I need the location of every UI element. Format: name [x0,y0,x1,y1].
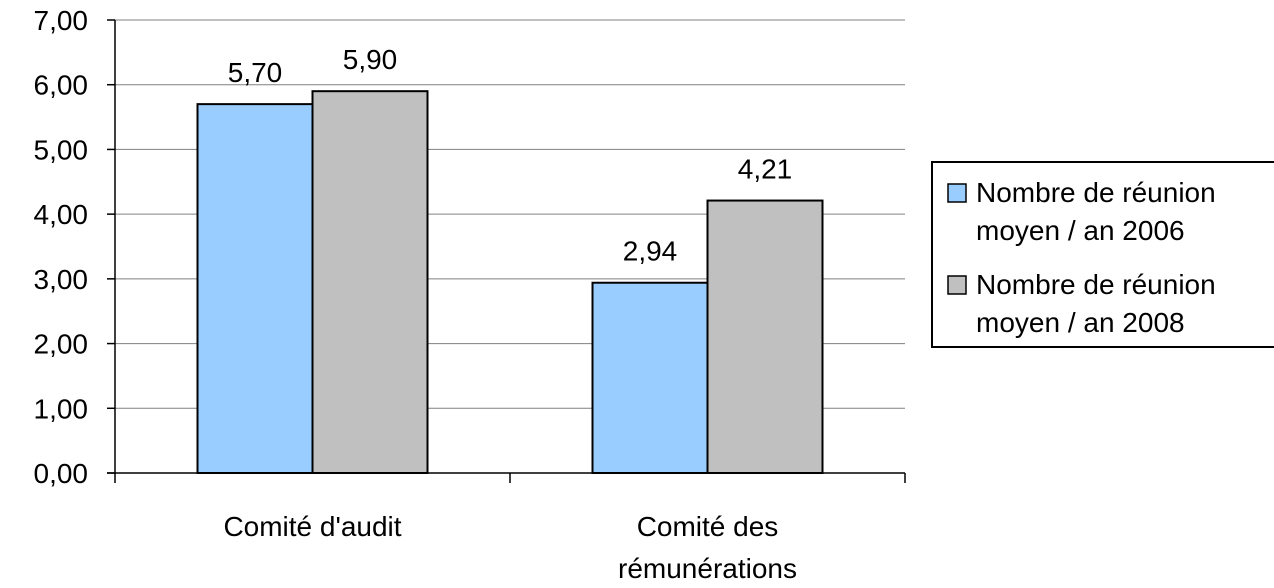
bar [311,90,429,475]
legend-swatch [947,275,967,295]
y-tick-label: 5,00 [34,134,89,165]
category-label: rémunérations [618,553,797,584]
legend-label: moyen / an 2008 [976,307,1185,338]
legend-swatch [947,183,967,203]
category-label: Comité des [637,511,779,542]
y-tick-label: 0,00 [34,458,89,489]
legend-label: Nombre de réunion [976,177,1216,208]
y-tick-label: 2,00 [34,329,89,360]
data-label: 5,70 [228,57,283,88]
bars [196,90,824,475]
data-label: 4,21 [738,154,793,185]
y-tick-label: 6,00 [34,70,89,101]
y-axis-ticks: 0,00 1,00 2,00 3,00 4,00 5,00 6,00 7,00 [34,5,115,489]
data-label: 5,90 [343,44,398,75]
data-label: 2,94 [623,236,678,267]
legend-label: moyen / an 2006 [976,215,1185,246]
axes [107,20,906,483]
legend-label: Nombre de réunion [976,269,1216,300]
bar [196,103,314,474]
data-labels: 5,70 5,90 2,94 4,21 [228,44,793,267]
bar [706,199,824,474]
legend: Nombre de réunion moyen / an 2006 Nombre d… [931,161,1274,348]
y-tick-label: 4,00 [34,199,89,230]
category-label: Comité d'audit [223,511,401,542]
bar [591,281,709,474]
y-tick-label: 7,00 [34,5,89,36]
category-labels: Comité d'audit Comité des rémunérations [223,511,797,584]
y-tick-label: 1,00 [34,393,89,424]
y-tick-label: 3,00 [34,264,89,295]
legend-box [931,161,1274,348]
